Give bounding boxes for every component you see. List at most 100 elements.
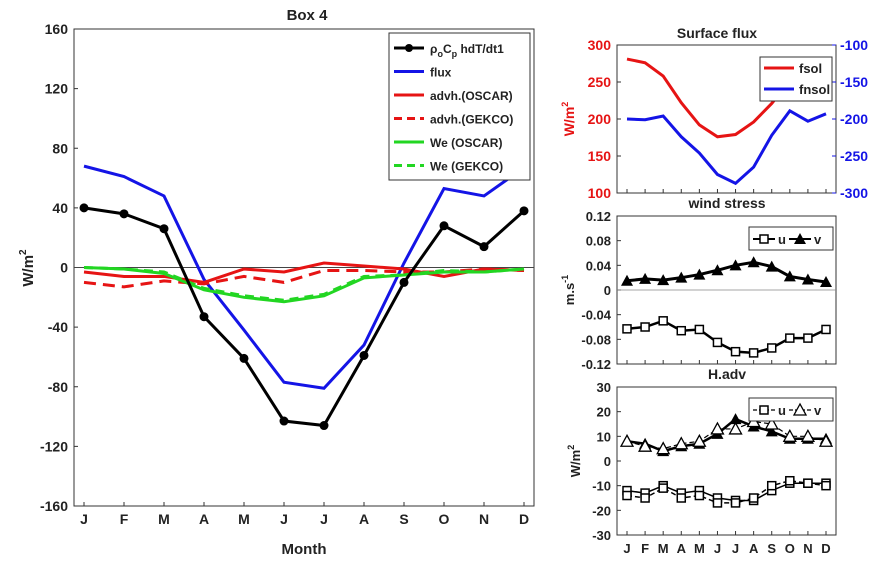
x-tick-label: D xyxy=(821,541,830,556)
data-point-ha-u2 xyxy=(730,498,741,508)
series-line-main-1 xyxy=(83,164,525,390)
data-point-ws-u xyxy=(676,325,687,336)
data-point-main-0 xyxy=(239,353,249,363)
data-point-ws-v xyxy=(639,272,652,284)
data-point-ha-v2 xyxy=(656,441,671,455)
y-tick-label: 40 xyxy=(52,200,68,216)
legend-marker-0 xyxy=(405,44,413,52)
main-series-group xyxy=(79,164,529,431)
data-point-ha-u2 xyxy=(785,475,795,486)
y2-tick-label: -300 xyxy=(840,185,868,201)
y-tick-label: 0 xyxy=(604,454,611,469)
series-line-main-0 xyxy=(83,206,525,428)
data-point-ws-u xyxy=(622,324,632,334)
data-point-ws-v xyxy=(765,260,778,272)
y-tick-label: -20 xyxy=(592,503,611,518)
legend-label-0: ρoCp hdT/dt1 xyxy=(430,42,504,59)
data-point-main-0 xyxy=(119,209,129,219)
data-point-main-0 xyxy=(519,206,529,216)
y-tick-label: -80 xyxy=(48,379,68,395)
x-tick-label: S xyxy=(399,511,408,527)
y-tick-label: -120 xyxy=(40,438,68,454)
main-x-label: Month xyxy=(282,541,327,558)
data-point-ha-v1 xyxy=(729,413,742,425)
data-point-ha-u2 xyxy=(748,493,759,503)
legend-label-part: C xyxy=(443,42,452,56)
main-legend-box xyxy=(388,32,531,181)
x-tick-label: J xyxy=(714,541,721,556)
x-tick-label: D xyxy=(519,511,529,527)
x-tick-label: A xyxy=(359,511,369,527)
y-tick-label: 250 xyxy=(588,74,612,90)
x-tick-label: N xyxy=(479,511,489,527)
main-y-axis: -160 -120 -80 -40 0 40 80 120 160 J F M A M J J A S O N D xyxy=(40,21,529,527)
surface-flux-axes: 100 150 200 250 300 -100 -150 -200 -250 -300 xyxy=(588,37,869,201)
data-point-ws-v xyxy=(729,259,742,271)
x-tick-label: F xyxy=(120,511,129,527)
y-tick-label: 0 xyxy=(604,283,611,298)
y2-tick-label: -250 xyxy=(840,148,868,164)
y-tick-label: 160 xyxy=(45,21,69,37)
data-point-ws-v xyxy=(747,256,760,268)
y-tick-label: 300 xyxy=(588,37,612,53)
data-point-ws-u xyxy=(766,343,777,353)
wind-stress-chart: wind stress -0.12 -0.08 -0.04 0 0.04 0.08 0.12… xyxy=(560,195,837,372)
series-line-main-2 xyxy=(83,261,525,284)
main-legend: ρoCp hdT/dt1 flux advh.(OSCAR) advh.(GEKCO)… xyxy=(388,32,531,181)
data-point-ws-v xyxy=(693,268,706,280)
data-point-main-0 xyxy=(439,221,449,231)
legend-label-v: v xyxy=(814,403,822,418)
data-point-ws-v xyxy=(783,270,796,282)
x-tick-label: J xyxy=(732,541,739,556)
main-legend-items: ρoCp hdT/dt1 flux advh.(OSCAR) advh.(GEKCO)… xyxy=(394,42,513,174)
series-line-main-5 xyxy=(83,266,525,302)
x-tick-label: A xyxy=(677,541,687,556)
main-chart: Box 4 -160 -120 -80 -40 0 40 80 120 160 J F M A M J J A S… xyxy=(18,7,535,558)
data-point-ws-u xyxy=(658,316,668,326)
data-point-ha-v2 xyxy=(800,428,816,442)
x-tick-label: S xyxy=(767,541,776,556)
data-point-ha-v1 xyxy=(765,425,778,437)
y-tick-label: 100 xyxy=(588,185,612,201)
x-tick-label: J xyxy=(80,511,88,527)
main-y-label: W/m2 xyxy=(18,249,37,287)
y2-tick-label: -100 xyxy=(840,37,868,53)
wind-stress-title: wind stress xyxy=(687,195,765,211)
legend-marker-v xyxy=(792,402,808,416)
data-point-ha-v2 xyxy=(782,428,797,442)
data-point-main-0 xyxy=(319,421,329,431)
data-point-ha-u2 xyxy=(676,493,687,503)
data-point-ha-u2 xyxy=(766,480,777,491)
legend-marker-u xyxy=(759,234,769,244)
data-point-main-0 xyxy=(479,242,489,252)
data-point-main-0 xyxy=(279,416,289,426)
legend-label-part: p xyxy=(452,49,458,59)
legend-label-1: flux xyxy=(430,66,452,80)
y-tick-label: 120 xyxy=(45,81,69,97)
legend-label-part: o xyxy=(437,49,443,59)
surface-flux-legend-box xyxy=(759,56,833,102)
data-point-ws-u xyxy=(821,324,831,335)
surface-flux-title: Surface flux xyxy=(677,25,757,41)
surface-flux-chart: Surface flux 100 150 200 250 300 -100 -150 -200… xyxy=(560,25,868,201)
data-point-ws-u xyxy=(640,322,650,332)
data-point-ha-u2 xyxy=(821,480,831,491)
data-point-ws-u xyxy=(730,346,741,357)
legend-label-u: u xyxy=(778,232,786,247)
data-point-main-0 xyxy=(399,277,409,287)
data-point-ha-u2 xyxy=(803,478,813,488)
data-point-ha-v2 xyxy=(728,421,743,435)
y-tick-label: -30 xyxy=(592,528,611,543)
data-point-ha-u2 xyxy=(658,483,668,493)
data-point-ws-v xyxy=(801,273,814,285)
data-point-ha-v2 xyxy=(818,433,834,447)
series-line-fnsol xyxy=(626,108,827,186)
data-point-ws-u xyxy=(785,333,795,343)
hadv-series xyxy=(619,413,834,508)
legend-label-2: advh.(OSCAR) xyxy=(430,89,513,103)
data-point-ws-v xyxy=(820,275,832,287)
legend-label-fnsol: fnsol xyxy=(799,82,830,97)
y-tick-label: 0 xyxy=(60,260,68,276)
